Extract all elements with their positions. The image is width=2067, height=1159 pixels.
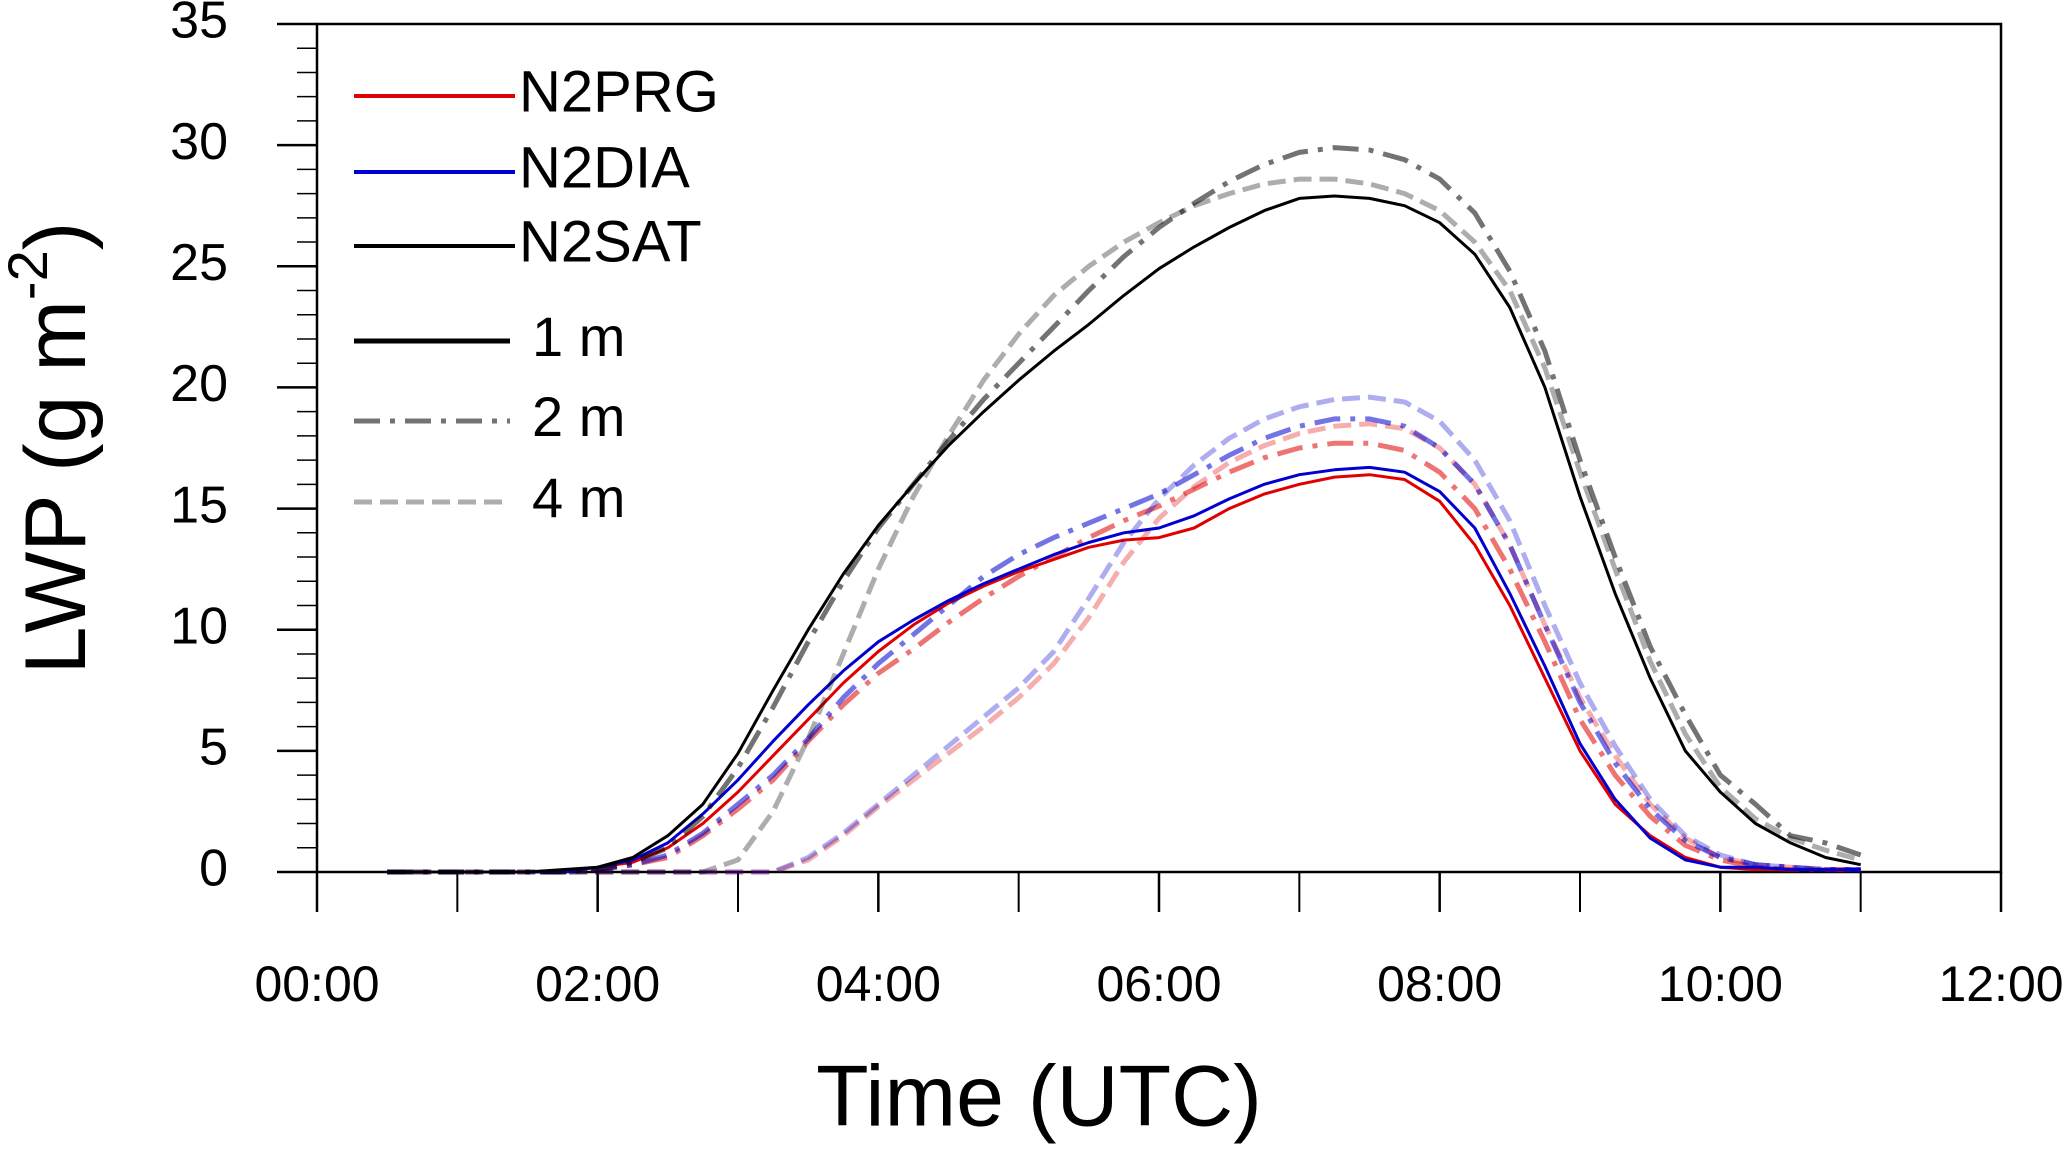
- x-tick-label: 02:00: [535, 956, 660, 1012]
- y-tick-label: 10: [170, 597, 228, 655]
- legend-label: 2 m: [532, 385, 625, 448]
- y-tick-label: 30: [170, 113, 228, 171]
- legend-label: N2DIA: [519, 135, 690, 200]
- series-line: [387, 421, 1861, 875]
- legend-label: N2PRG: [519, 59, 719, 124]
- legend-label: N2SAT: [519, 209, 702, 274]
- legend-label: 4 m: [532, 466, 625, 529]
- series-line: [387, 394, 1861, 875]
- series-line: [387, 465, 1861, 874]
- x-tick-label: 04:00: [816, 956, 941, 1012]
- x-axis-label: Time (UTC): [816, 1049, 1262, 1145]
- x-tick-label: 00:00: [254, 956, 379, 1012]
- series-line: [387, 440, 1861, 875]
- x-tick-label: 08:00: [1377, 956, 1502, 1012]
- y-tick-label: 20: [170, 355, 228, 413]
- y-tick-label: 0: [199, 840, 228, 898]
- y-axis-label: LWP (g m-2): [0, 222, 104, 675]
- series-line: [387, 176, 1862, 875]
- y-axis-label-sup: -2: [0, 250, 59, 300]
- series-line: [387, 416, 1861, 875]
- y-tick-label: 35: [170, 0, 228, 50]
- x-tick-label: 06:00: [1096, 956, 1221, 1012]
- x-tick-label: 12:00: [1938, 956, 2063, 1012]
- y-tick-label: 25: [170, 234, 228, 292]
- x-tick-label: 10:00: [1658, 956, 1783, 1012]
- series-line: [387, 145, 1862, 875]
- y-axis-label-end: ): [8, 222, 104, 251]
- y-tick-label: 15: [170, 476, 228, 534]
- y-axis-label-main: LWP (g m: [8, 300, 104, 674]
- series-line: [387, 194, 1862, 874]
- y-tick-label: 5: [199, 719, 228, 777]
- series-line: [387, 473, 1861, 874]
- legend-label: 1 m: [532, 305, 625, 368]
